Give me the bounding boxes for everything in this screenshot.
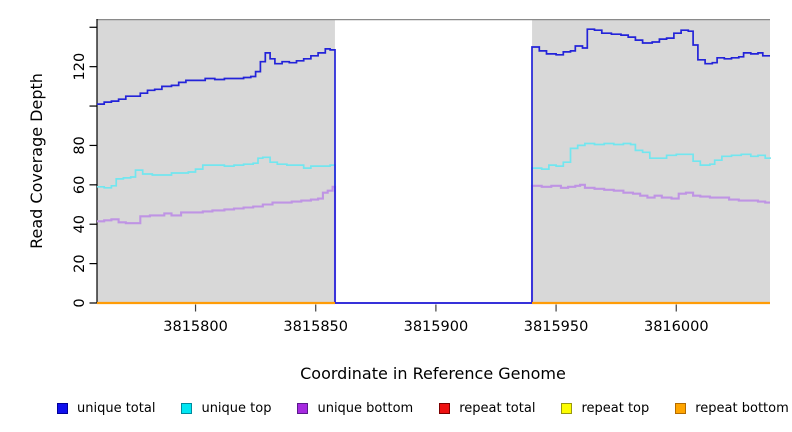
legend-label: repeat bottom xyxy=(695,400,789,416)
legend-swatch-repeat-bottom xyxy=(675,402,687,414)
legend-item-repeat-total: repeat total xyxy=(439,401,535,416)
legend: unique total unique top unique bottom repea… xyxy=(57,399,789,417)
legend-label: repeat total xyxy=(459,400,536,416)
legend-swatch-repeat-top xyxy=(561,402,573,414)
shaded-data-region xyxy=(97,19,335,303)
legend-item-repeat-top: repeat top xyxy=(561,401,649,416)
y-tick-label: 80 xyxy=(72,136,88,154)
legend-item-unique-total: unique total xyxy=(57,401,155,416)
legend-item-repeat-bottom: repeat bottom xyxy=(675,401,789,416)
x-tick-label: 3815850 xyxy=(283,319,348,335)
series-line-unique-total xyxy=(97,28,770,304)
y-axis-title: Read Coverage Depth xyxy=(27,73,46,249)
legend-swatch-unique-bottom xyxy=(297,402,309,414)
legend-swatch-unique-total xyxy=(57,402,68,414)
legend-label: repeat top xyxy=(581,400,650,416)
y-tick-label: 120 xyxy=(72,53,88,81)
y-tick-label: 0 xyxy=(72,298,88,307)
legend-label: unique bottom xyxy=(317,400,414,416)
x-tick-label: 3815950 xyxy=(524,319,589,335)
legend-swatch-unique-top xyxy=(181,402,193,414)
y-tick-label: 60 xyxy=(72,176,88,194)
legend-item-unique-top: unique top xyxy=(181,401,271,416)
legend-item-unique-bottom: unique bottom xyxy=(297,401,413,416)
x-tick-label: 3815900 xyxy=(404,319,469,335)
y-tick-label: 20 xyxy=(72,254,88,272)
legend-label: unique top xyxy=(201,400,272,416)
shaded-data-region xyxy=(532,19,770,303)
x-tick-label: 3815800 xyxy=(163,319,228,335)
y-tick-label: 40 xyxy=(72,215,88,233)
x-tick-label: 3816000 xyxy=(644,319,709,335)
legend-label: unique total xyxy=(77,400,156,416)
x-axis-title: Coordinate in Reference Genome xyxy=(300,364,566,383)
legend-swatch-repeat-total xyxy=(439,402,451,414)
